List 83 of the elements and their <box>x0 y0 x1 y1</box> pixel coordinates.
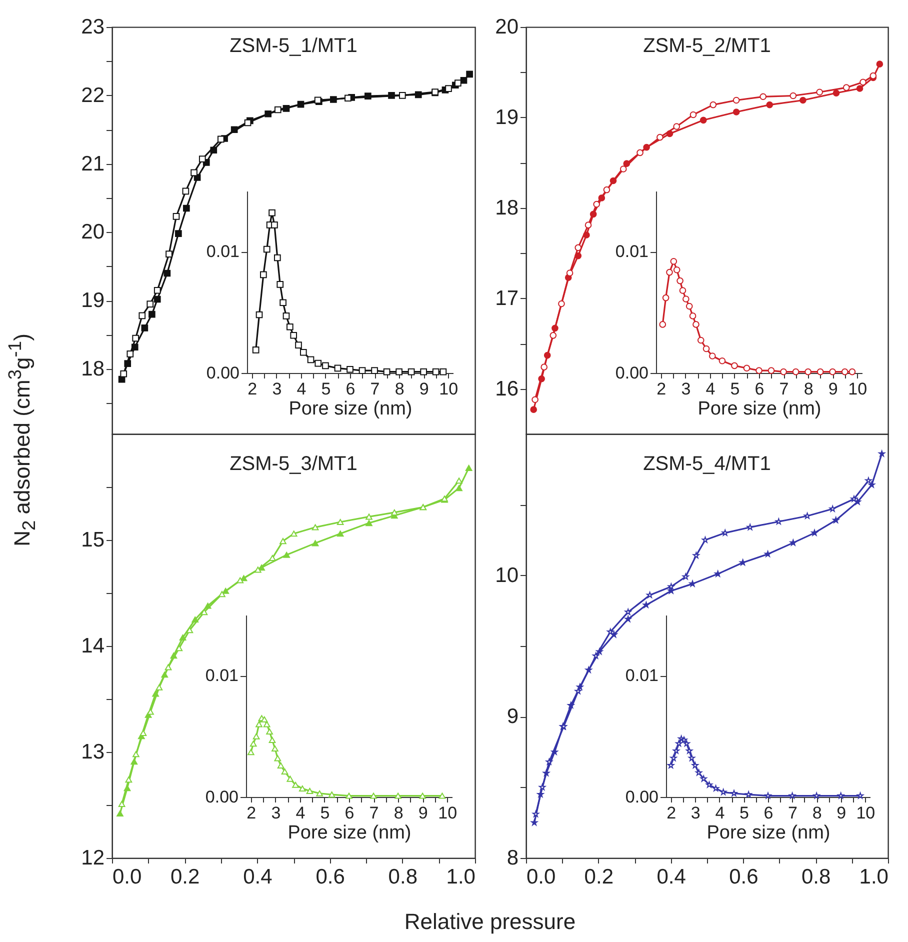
x-tick-label: 6 <box>754 380 764 398</box>
x-tick-label: 7 <box>369 804 379 822</box>
x-tick-label: 10 <box>856 804 876 822</box>
x-tick-label: 2 <box>666 804 676 822</box>
x-tick-label: 2 <box>656 380 666 398</box>
y-tick-label: 9 <box>506 705 518 728</box>
x-tick-label: 8 <box>804 380 814 398</box>
x-tick-label: 0.6 <box>316 866 345 888</box>
x-tick-label: 0.2 <box>170 866 200 888</box>
x-axis-title: Pore size (nm) <box>706 822 830 844</box>
x-tick-label: 5 <box>321 380 331 398</box>
y-tick-label: 23 <box>81 16 104 38</box>
y-tick-label: 10 <box>495 564 518 587</box>
y-tick-label: 21 <box>81 152 104 176</box>
x-tick-label: 9 <box>836 804 846 822</box>
x-tick-label: 8 <box>812 804 822 822</box>
y-tick-label: 14 <box>81 634 105 658</box>
x-tick-label: 2 <box>246 804 256 822</box>
x-tick-label: 9 <box>418 804 428 822</box>
y-tick-label: 8 <box>506 846 518 870</box>
x-tick-label: 5 <box>730 380 740 398</box>
x-tick-label: 7 <box>779 380 789 398</box>
x-tick-label: 0.6 <box>729 866 758 888</box>
x-tick-label: 7 <box>788 804 798 822</box>
y-tick-label: 0.00 <box>206 364 240 382</box>
y-tick-label: 15 <box>81 528 104 552</box>
x-tick-label: 4 <box>296 380 306 398</box>
x-tick-label: 1.0 <box>859 866 888 888</box>
x-tick-label: 9 <box>419 380 429 398</box>
x-tick-label: 4 <box>715 804 725 822</box>
y-tick-label: 20 <box>81 220 104 244</box>
x-tick-label: 9 <box>828 380 838 398</box>
y-tick-label: 0.01 <box>625 666 658 686</box>
x-tick-label: 7 <box>370 380 380 398</box>
x-tick-label: 2 <box>248 380 258 398</box>
x-tick-label: 0.8 <box>388 866 418 888</box>
x-tick-label: 0.0 <box>526 866 556 888</box>
y-tick-label: 0.01 <box>205 666 238 686</box>
x-tick-label: 0.8 <box>802 866 831 888</box>
y-tick-label: 18 <box>495 196 518 220</box>
chart-title: ZSM-5_2/MT1 <box>643 35 771 57</box>
x-tick-label: 3 <box>690 804 700 822</box>
x-tick-label: 3 <box>681 380 691 398</box>
y-tick-label: 12 <box>81 846 104 870</box>
y-tick-label: 13 <box>81 740 104 764</box>
x-tick-label: 10 <box>439 380 458 398</box>
x-tick-label: 0.4 <box>656 866 686 888</box>
y-tick-label: 0.00 <box>615 364 648 382</box>
chart-title: ZSM-5_1/MT1 <box>230 35 358 57</box>
y-tick-label: 0.00 <box>625 788 658 806</box>
x-axis-title: Pore size (nm) <box>698 398 822 420</box>
x-tick-label: 1.0 <box>446 866 476 888</box>
x-tick-label: 8 <box>394 380 404 398</box>
x-axis-title: Relative pressure <box>404 909 576 935</box>
x-tick-label: 0.4 <box>243 866 273 888</box>
x-tick-label: 4 <box>296 804 306 822</box>
y-tick-label: 19 <box>81 289 104 312</box>
x-tick-label: 6 <box>764 804 774 822</box>
x-tick-label: 6 <box>346 380 356 398</box>
x-tick-label: 5 <box>320 804 330 822</box>
x-axis-title: Pore size (nm) <box>288 398 412 420</box>
text: ZSM-5_4/MT1 <box>643 453 771 475</box>
y-tick-label: 17 <box>495 286 518 310</box>
x-tick-label: 5 <box>739 804 749 822</box>
x-axis-title: Pore size (nm) <box>288 822 412 844</box>
text: ZSM-5_3/MT1 <box>230 453 358 475</box>
x-tick-label: 3 <box>271 804 281 822</box>
y-tick-label: 0.00 <box>205 788 238 806</box>
y-tick-label: 0.01 <box>206 242 240 262</box>
x-tick-label: 3 <box>272 380 282 398</box>
x-tick-label: 0.0 <box>112 866 142 888</box>
y-tick-label: 22 <box>81 84 104 107</box>
y-tick-label: 19 <box>495 106 518 129</box>
x-tick-label: 0.2 <box>584 866 614 888</box>
y-tick-label: 18 <box>81 358 104 381</box>
x-tick-label: 4 <box>706 380 716 398</box>
x-tick-label: 8 <box>394 804 404 822</box>
x-tick-label: 6 <box>344 804 354 822</box>
y-tick-label: 16 <box>495 377 518 400</box>
y-tick-label: 20 <box>495 16 518 38</box>
x-tick-label: 10 <box>848 380 868 398</box>
y-tick-label: 0.01 <box>615 242 648 262</box>
x-tick-label: 10 <box>438 804 458 822</box>
